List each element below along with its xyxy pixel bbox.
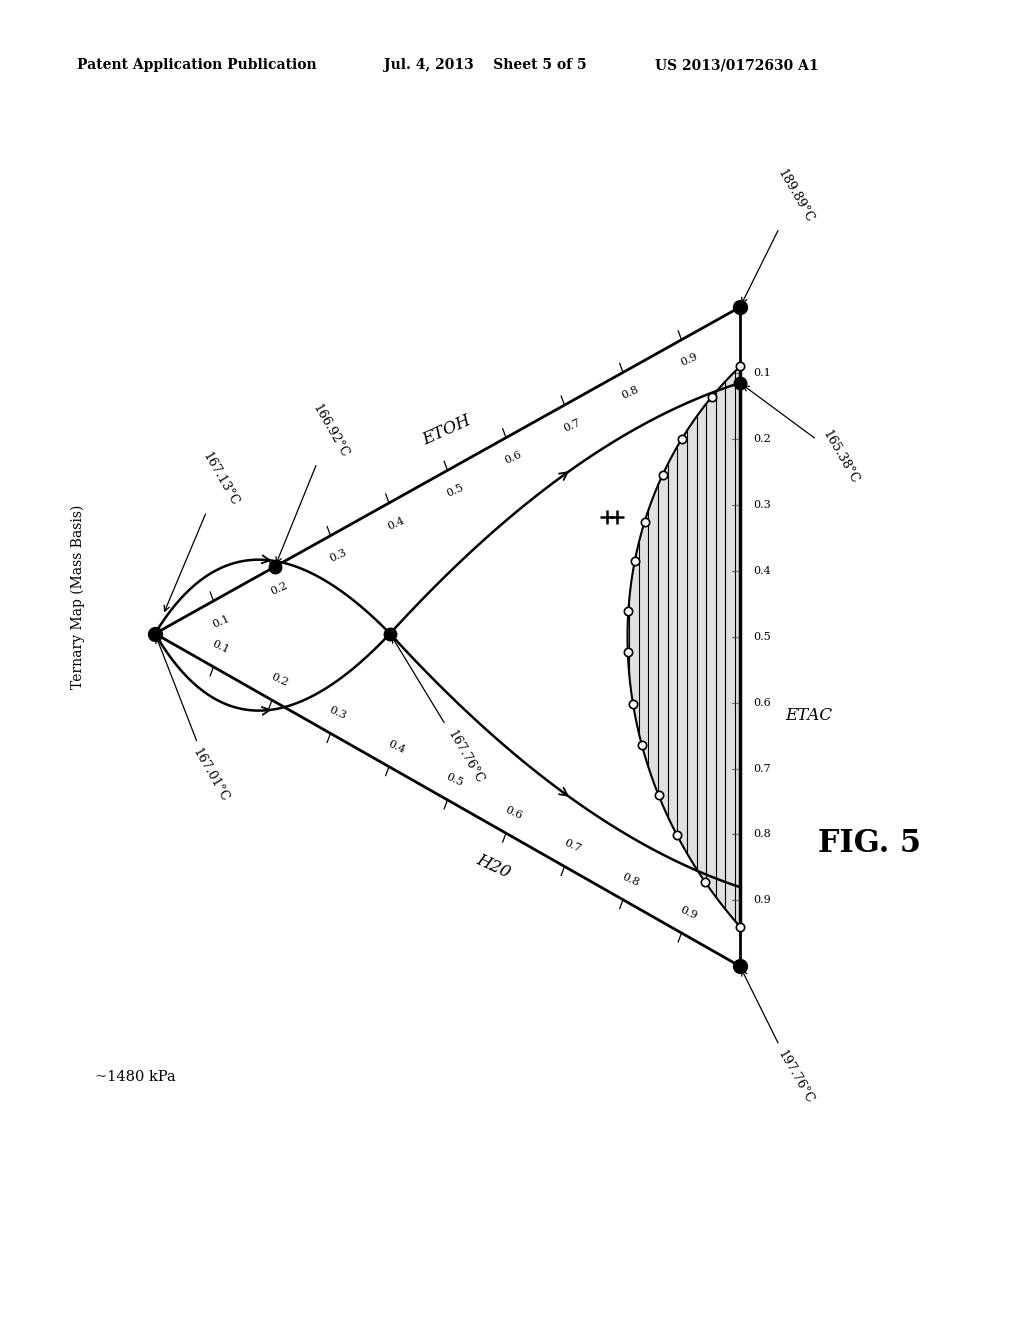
Text: 0.9: 0.9	[679, 904, 699, 921]
Text: 167.01°C: 167.01°C	[156, 638, 230, 804]
Text: 197.76°C: 197.76°C	[741, 970, 815, 1106]
Text: 0.4: 0.4	[386, 738, 407, 755]
Text: 0.7: 0.7	[562, 417, 582, 433]
Text: 0.3: 0.3	[328, 705, 348, 722]
Text: 0.6: 0.6	[753, 697, 771, 708]
Text: 0.8: 0.8	[621, 871, 641, 888]
Text: 0.1: 0.1	[753, 368, 771, 378]
Text: 0.3: 0.3	[328, 548, 348, 564]
Text: 0.2: 0.2	[269, 672, 290, 688]
Text: Ternary Map (Mass Basis): Ternary Map (Mass Basis)	[71, 504, 85, 689]
Text: 0.2: 0.2	[269, 581, 290, 597]
Text: 166.92°C: 166.92°C	[276, 403, 350, 562]
Text: 0.8: 0.8	[753, 829, 771, 840]
Text: US 2013/0172630 A1: US 2013/0172630 A1	[655, 58, 819, 73]
Text: 0.9: 0.9	[679, 351, 699, 368]
Text: 0.3: 0.3	[753, 500, 771, 510]
Text: 0.6: 0.6	[504, 805, 523, 821]
Text: 0.5: 0.5	[444, 771, 465, 788]
Text: Patent Application Publication: Patent Application Publication	[77, 58, 316, 73]
Text: ~1480 kPa: ~1480 kPa	[95, 1071, 176, 1084]
Text: 0.6: 0.6	[503, 450, 523, 466]
Text: 0.5: 0.5	[753, 632, 771, 642]
Text: 189.89°C: 189.89°C	[741, 168, 815, 304]
Text: 0.4: 0.4	[753, 566, 771, 576]
Text: 0.7: 0.7	[754, 763, 771, 774]
Text: 0.4: 0.4	[386, 515, 407, 532]
Text: 0.8: 0.8	[621, 384, 641, 401]
Text: 0.5: 0.5	[444, 482, 465, 499]
Text: 0.7: 0.7	[562, 838, 582, 854]
Text: H20: H20	[474, 851, 513, 882]
Text: 0.2: 0.2	[753, 434, 771, 444]
Text: ETOH: ETOH	[420, 412, 474, 449]
Text: 0.1: 0.1	[211, 639, 231, 655]
Text: 0.1: 0.1	[211, 612, 231, 630]
Text: ETAC: ETAC	[785, 708, 833, 725]
Text: 167.76°C: 167.76°C	[392, 638, 485, 785]
Text: 165.38°C: 165.38°C	[743, 385, 860, 486]
Text: 0.9: 0.9	[753, 895, 771, 906]
Text: FIG. 5: FIG. 5	[818, 828, 922, 858]
Polygon shape	[628, 367, 740, 927]
Text: 167.13°C: 167.13°C	[164, 450, 241, 611]
Text: Jul. 4, 2013    Sheet 5 of 5: Jul. 4, 2013 Sheet 5 of 5	[384, 58, 587, 73]
